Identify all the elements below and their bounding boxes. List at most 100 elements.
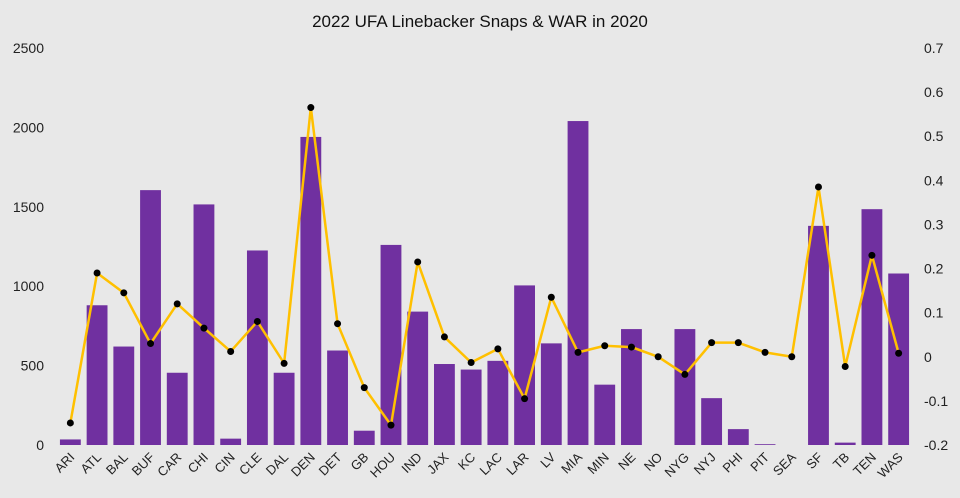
left-tick-label: 2000 xyxy=(13,119,44,135)
point-cin xyxy=(227,347,235,355)
right-axis-ticks: -0.2 -0.1 0 0.1 0.2 0.3 0.4 0.5 0.6 0.7 xyxy=(924,40,948,453)
bar-tb xyxy=(834,442,856,445)
bar-nyg xyxy=(674,329,696,445)
bar-was xyxy=(888,273,910,445)
point-lar xyxy=(521,395,529,403)
point-den xyxy=(307,104,315,112)
x-tick-label: NYG xyxy=(661,450,692,481)
x-tick-label: ARI xyxy=(52,450,78,476)
bar-ne xyxy=(621,329,642,445)
x-tick-label: CIN xyxy=(211,450,237,476)
x-tick-label: LV xyxy=(537,449,558,470)
left-tick-label: 1500 xyxy=(13,199,44,215)
x-tick-label: BAL xyxy=(103,450,131,478)
bar-dal xyxy=(273,372,295,445)
bar-buf xyxy=(140,190,161,445)
bar-den xyxy=(300,136,322,445)
point-nyj xyxy=(708,339,716,347)
point-det xyxy=(334,320,342,328)
x-tick-label: WAS xyxy=(875,449,906,480)
bar-sf xyxy=(808,225,829,445)
bar-series xyxy=(59,121,910,446)
point-chi xyxy=(200,324,208,332)
bar-bal xyxy=(113,346,135,445)
point-lv xyxy=(547,293,555,301)
bar-ari xyxy=(59,439,81,445)
point-buf xyxy=(147,340,155,348)
x-tick-label: PIT xyxy=(747,449,772,474)
x-tick-label: DAL xyxy=(263,450,291,478)
right-tick-label: -0.2 xyxy=(924,437,948,453)
point-car xyxy=(173,300,181,308)
chart-title: 2022 UFA Linebacker Snaps & WAR in 2020 xyxy=(312,12,648,31)
left-axis-ticks: 0 500 1000 1500 2000 2500 xyxy=(13,40,44,453)
bar-car xyxy=(166,372,188,445)
point-sf xyxy=(814,183,822,191)
point-gb xyxy=(360,384,368,392)
point-sea xyxy=(788,353,796,361)
x-tick-label: SEA xyxy=(770,449,799,478)
bar-jax xyxy=(434,364,455,445)
point-lac xyxy=(494,345,502,353)
point-min xyxy=(601,342,609,350)
point-no xyxy=(654,353,662,361)
x-tick-label: BUF xyxy=(129,449,158,478)
bar-ten xyxy=(861,209,883,445)
point-ne xyxy=(627,343,635,351)
point-nyg xyxy=(681,370,689,378)
left-tick-label: 0 xyxy=(36,437,44,453)
point-cle xyxy=(253,317,261,325)
right-tick-label: 0.5 xyxy=(924,128,944,144)
x-tick-label: CAR xyxy=(154,450,184,480)
x-tick-label: LAR xyxy=(503,450,531,478)
x-tick-label: JAX xyxy=(424,449,452,477)
point-ari xyxy=(66,419,74,427)
point-ten xyxy=(868,251,876,259)
right-tick-label: -0.1 xyxy=(924,393,948,409)
bar-cle xyxy=(246,250,268,445)
point-atl xyxy=(93,269,101,277)
bar-cin xyxy=(220,438,242,445)
x-tick-label: ATL xyxy=(77,450,104,477)
point-bal xyxy=(120,289,128,297)
point-kc xyxy=(467,359,475,367)
left-tick-label: 500 xyxy=(21,358,45,374)
point-hou xyxy=(387,421,395,429)
x-tick-label: TB xyxy=(830,450,852,472)
x-tick-label: SF xyxy=(803,449,825,471)
x-tick-label: MIA xyxy=(558,449,585,476)
x-tick-label: NE xyxy=(615,449,639,473)
point-ind xyxy=(414,258,422,266)
bar-lac xyxy=(487,360,509,445)
bar-min xyxy=(594,384,616,445)
point-pit xyxy=(761,348,769,356)
point-phi xyxy=(734,339,742,347)
line-series xyxy=(66,104,903,429)
x-tick-label: LAC xyxy=(476,450,504,478)
left-tick-label: 2500 xyxy=(13,40,44,56)
bar-gb xyxy=(353,430,375,445)
x-tick-label: CHI xyxy=(185,450,211,476)
bar-lar xyxy=(514,285,535,445)
bar-nyj xyxy=(701,398,723,445)
bar-phi xyxy=(727,429,749,445)
bar-atl xyxy=(86,305,108,445)
point-dal xyxy=(280,359,288,367)
x-tick-label: DEN xyxy=(288,450,318,480)
x-tick-label: KC xyxy=(455,450,478,473)
bar-mia xyxy=(567,121,589,446)
x-tick-label: HOU xyxy=(367,450,398,481)
point-jax xyxy=(440,333,448,341)
x-tick-label: TEN xyxy=(850,450,879,479)
bar-ind xyxy=(407,311,429,445)
point-mia xyxy=(574,348,582,356)
x-tick-label: IND xyxy=(398,450,424,476)
right-tick-label: 0.7 xyxy=(924,40,944,56)
x-tick-label: MIN xyxy=(584,450,611,477)
bar-det xyxy=(327,350,348,445)
point-tb xyxy=(841,362,849,370)
bar-pit xyxy=(754,444,776,445)
right-tick-label: 0.3 xyxy=(924,216,944,232)
